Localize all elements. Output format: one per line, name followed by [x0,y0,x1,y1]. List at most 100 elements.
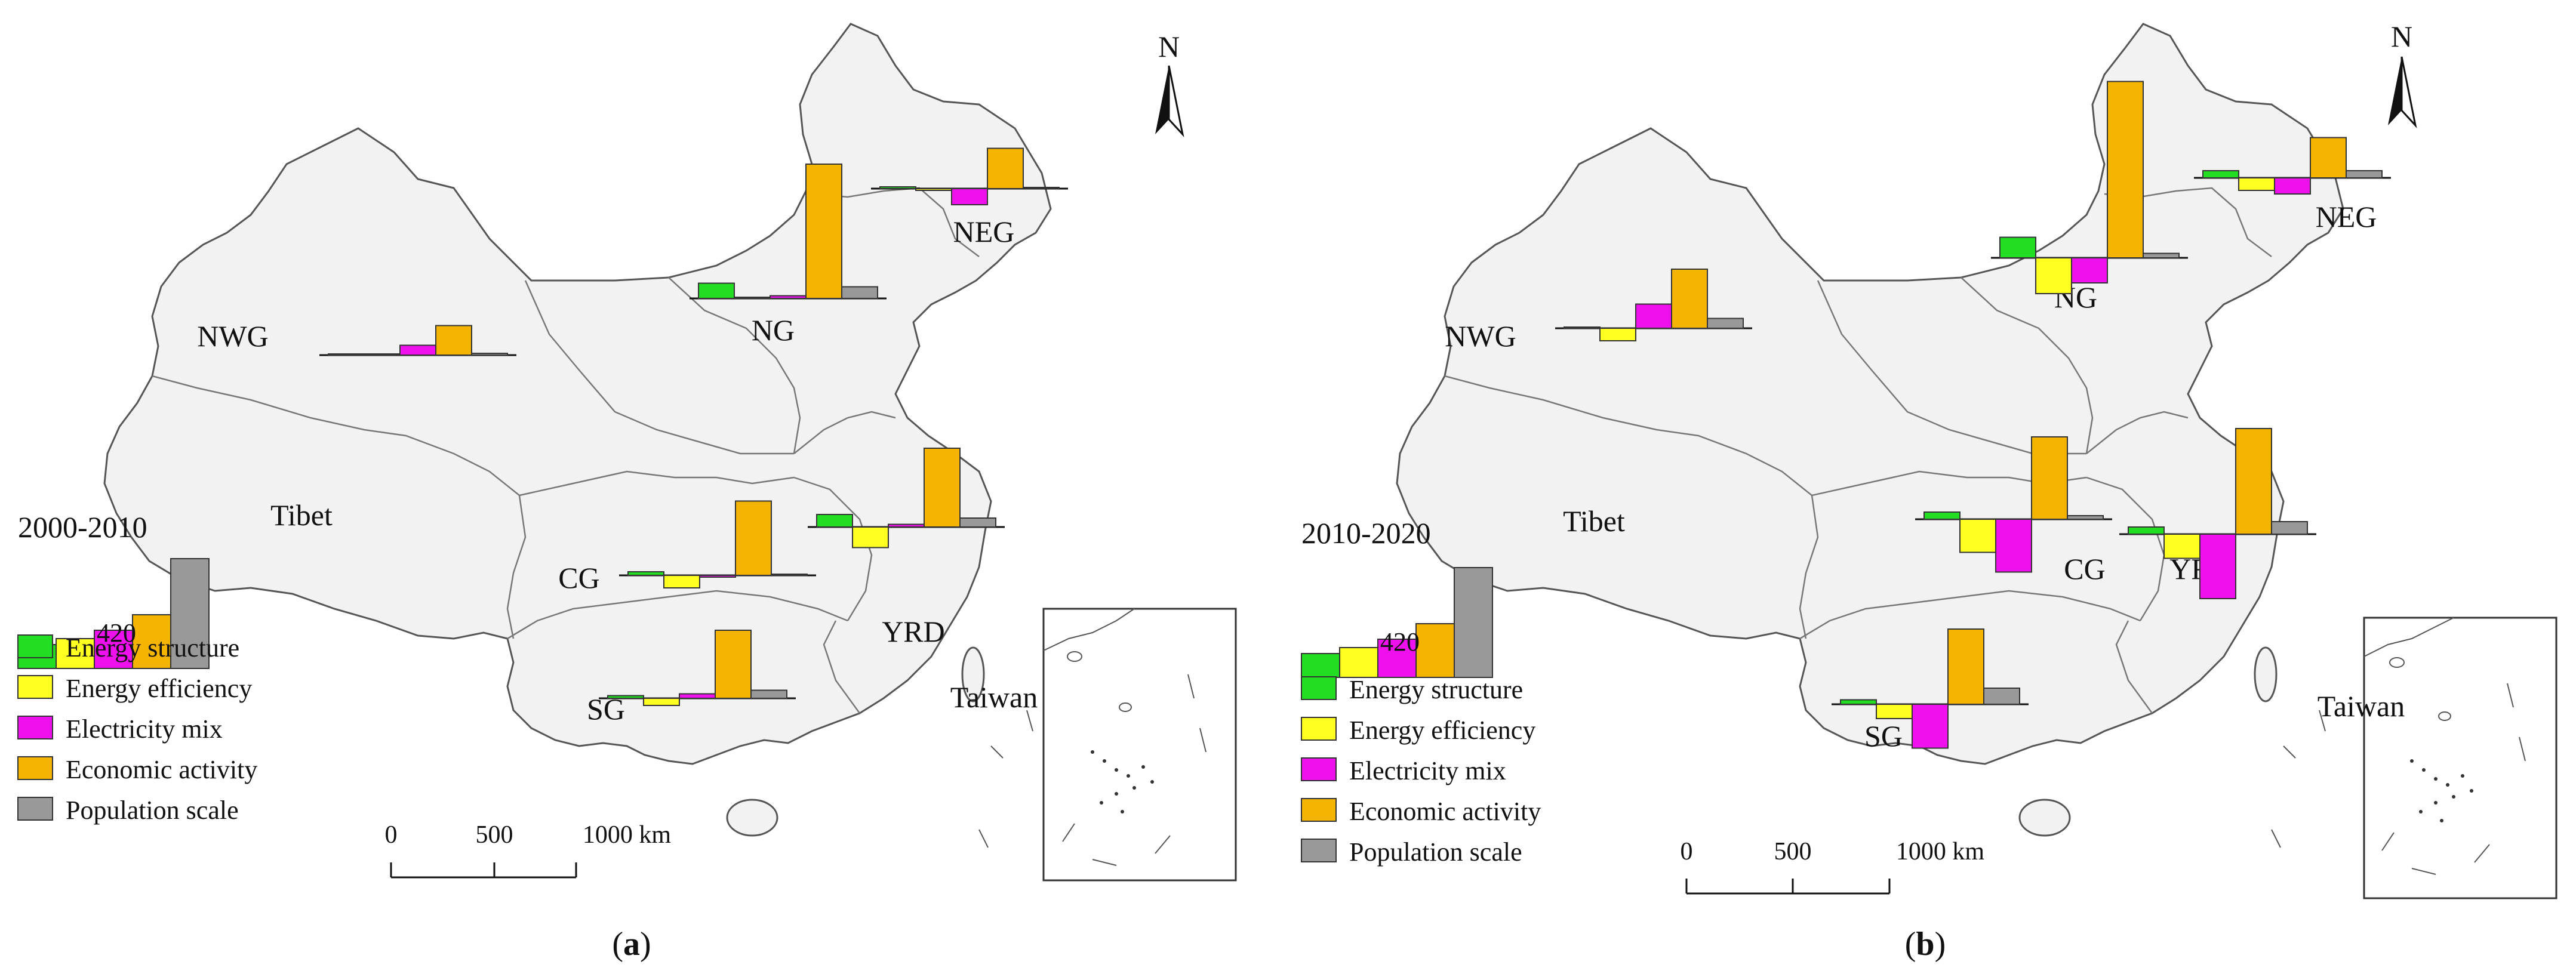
bars-ng [1991,81,2188,294]
legend-label-energy-structure: Energy structure [66,633,239,662]
bar-neg-economic-activity [987,147,1024,189]
scale-bar-a: 0 500 1000 km [385,821,671,879]
bar-neg-energy-structure [2202,170,2239,178]
bar-ng-energy-structure [1999,236,2036,258]
label-tibet: Tibet [270,498,333,532]
label-sg: SG [1864,719,1903,753]
label-taiwan: Taiwan [2318,689,2405,723]
bars-cg [619,500,816,588]
legend-ref-bar-energy-efficiency [56,638,95,669]
bar-ng-energy-structure [698,282,735,299]
china-landmass [103,23,1052,765]
inset-south-china-sea [2363,617,2557,899]
label-neg: NEG [2316,200,2377,233]
bars-sg [1832,628,2029,749]
north-arrow: N [1155,30,1184,137]
north-label: N [1158,30,1180,63]
legend-swatch-economic-activity [17,756,53,780]
bar-neg-energy-efficiency [2238,177,2275,191]
bar-sg-electricity-mix [1912,704,1949,749]
scale-tick-500: 500 [476,821,513,849]
bar-sg-economic-activity [1947,628,1984,705]
panel-a-map: N Tibet Taiwan NEG NG NWG CG YRD SG 2000… [17,23,1237,963]
grid-boundaries [1444,187,2272,714]
legend-swatch-electricity-mix [17,716,53,739]
legend-label-economic-activity: Economic activity [1349,797,1541,826]
bar-ng-energy-efficiency [734,297,771,299]
scale-tick-500: 500 [1774,838,1812,865]
label-cg: CG [2064,552,2105,585]
bar-yrd-energy-structure [816,514,853,528]
bars-neg [871,147,1068,205]
inset-south-china-sea [1042,608,1237,882]
bar-yrd-electricity-mix [888,523,925,528]
bar-neg-electricity-mix [2274,177,2311,195]
legend-label-population-scale: Population scale [66,796,239,825]
bars-nwg [1555,269,1752,341]
bar-yrd-energy-structure [2128,526,2165,535]
bar-nwg-energy-structure [1564,326,1601,329]
legend-label-electricity-mix: Electricity mix [66,714,223,744]
bar-cg-energy-structure [1923,511,1961,520]
period-label-b: 2010-2020 [1301,516,1431,550]
bar-cg-economic-activity [735,500,772,576]
north-label: N [2391,20,2412,53]
bar-cg-energy-efficiency [663,575,700,588]
bar-yrd-energy-efficiency [852,526,889,548]
bar-neg-population-scale [2346,170,2383,178]
bars-yrd [808,448,1005,548]
china-landmass [1396,23,2344,765]
legend-items-a: Energy structure Energy efficiency Electri… [17,633,257,825]
bar-cg-population-scale [771,574,808,576]
bar-yrd-population-scale [959,517,996,528]
panel-b-map: N Tibet Taiwan NEG NG NWG CG YRD SG 2010… [1301,20,2557,963]
bar-ng-energy-efficiency [2035,257,2072,294]
bar-sg-energy-efficiency [1876,704,1913,719]
bar-cg-energy-efficiency [1959,519,1996,553]
legend-b: 2010-2020 420 Energy structure Energy eff… [1301,516,1541,867]
bars-sg [599,630,796,706]
bar-yrd-economic-activity [924,448,961,528]
bar-yrd-electricity-mix [2199,534,2236,599]
scale-tick-0: 0 [385,821,398,849]
label-taiwan: Taiwan [950,680,1038,714]
bar-sg-electricity-mix [679,693,716,699]
legend-ref-bar-energy-efficiency [1339,647,1378,678]
bar-nwg-electricity-mix [399,344,436,356]
legend-ref-bar-economic-activity [1415,623,1455,678]
bar-sg-energy-structure [1840,699,1877,705]
bars-yrd [2119,428,2316,599]
caption-b: (b) [1905,926,1946,963]
legend-swatch-economic-activity [1301,798,1337,822]
bars-cg [1915,436,2112,573]
bar-nwg-population-scale [1707,318,1744,329]
bar-nwg-population-scale [471,353,508,356]
bar-nwg-energy-efficiency [364,353,401,356]
bar-sg-economic-activity [715,630,752,699]
bar-cg-electricity-mix [1995,519,2032,573]
bars-neg [2194,137,2391,195]
bar-neg-energy-structure [879,186,916,189]
caption-a: (a) [612,926,651,963]
legend-items-b: Energy structure Energy efficiency Electri… [1301,675,1541,867]
bar-sg-population-scale [1983,688,2020,705]
legend-label-energy-structure: Energy structure [1349,675,1523,704]
label-yrd: YRD [882,615,945,648]
bar-sg-population-scale [750,689,787,699]
bar-ng-electricity-mix [2071,257,2108,283]
legend-ref-value-a: 420 [97,618,136,648]
label-tibet: Tibet [1563,504,1625,538]
taiwan-island [2254,646,2278,702]
bar-neg-population-scale [1023,187,1060,189]
legend-swatch-population-scale [17,797,53,821]
bar-yrd-economic-activity [2235,428,2272,535]
hainan-island [2018,799,2071,837]
bar-ng-population-scale [841,286,878,299]
bar-nwg-economic-activity [435,325,472,356]
bar-sg-energy-efficiency [643,698,680,706]
legend-label-electricity-mix: Electricity mix [1349,756,1506,785]
legend-ref-bar-energy-structure [1301,653,1340,678]
legend-a: 2000-2010 420 Energy structure Energy eff… [17,510,257,825]
legend-label-energy-efficiency: Energy efficiency [1349,716,1535,745]
